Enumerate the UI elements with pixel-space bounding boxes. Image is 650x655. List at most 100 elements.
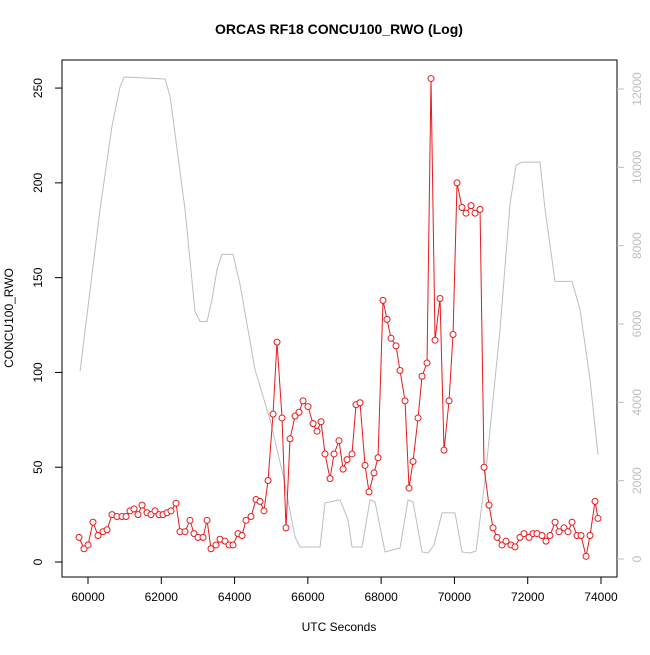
- y2-tick-label: 2000: [630, 467, 644, 494]
- y-tick-label: 250: [31, 78, 45, 98]
- data-point: [502, 537, 510, 545]
- data-point: [94, 531, 102, 539]
- data-point: [212, 541, 220, 549]
- data-point: [186, 516, 194, 524]
- data-point: [130, 505, 138, 513]
- data-point: [568, 518, 576, 526]
- data-point: [278, 414, 286, 422]
- data-point: [392, 342, 400, 350]
- data-point: [273, 338, 281, 346]
- data-point: [453, 179, 461, 187]
- data-point: [462, 209, 470, 217]
- data-point: [330, 450, 338, 458]
- data-point: [167, 507, 175, 515]
- data-point: [247, 513, 255, 521]
- data-point: [138, 501, 146, 509]
- data-point: [458, 203, 466, 211]
- data-point: [370, 469, 378, 477]
- y-tick-label: 0: [31, 558, 45, 565]
- data-point: [348, 450, 356, 458]
- data-point: [299, 397, 307, 405]
- data-point: [431, 336, 439, 344]
- data-point: [89, 518, 97, 526]
- data-point: [546, 531, 554, 539]
- data-point: [387, 334, 395, 342]
- y2-tick-label: 12000: [630, 72, 644, 106]
- data-point: [264, 477, 272, 485]
- y2-tick-label: 4000: [630, 389, 644, 416]
- x-tick-label: 70000: [438, 590, 472, 604]
- data-point: [511, 543, 519, 551]
- data-point: [134, 511, 142, 519]
- data-point: [555, 528, 563, 536]
- data-point: [229, 541, 237, 549]
- data-point: [75, 533, 83, 541]
- data-point: [207, 545, 215, 553]
- x-tick-label: 62000: [145, 590, 179, 604]
- plot-frame: [61, 59, 618, 578]
- y-tick-label: 200: [31, 173, 45, 193]
- data-point: [84, 541, 92, 549]
- data-point: [542, 537, 550, 545]
- y-tick-label: 100: [31, 362, 45, 382]
- data-point: [427, 75, 435, 83]
- x-tick-label: 64000: [218, 590, 252, 604]
- data-point: [436, 294, 444, 302]
- data-point: [582, 552, 590, 560]
- data-point: [313, 427, 321, 435]
- y-axis-label: CONCU100_RWO: [2, 268, 16, 368]
- data-point: [309, 420, 317, 428]
- x-tick-label: 60000: [71, 590, 105, 604]
- data-point: [485, 501, 493, 509]
- x-tick-label: 66000: [291, 590, 325, 604]
- data-point: [238, 531, 246, 539]
- series-line: [79, 76, 599, 554]
- data-point: [374, 454, 382, 462]
- data-point: [449, 331, 457, 339]
- data-point: [418, 372, 426, 380]
- y2-tick-label: 8000: [630, 232, 644, 259]
- data-point: [493, 533, 501, 541]
- data-point: [317, 418, 325, 426]
- y2-tick-label: 10000: [630, 150, 644, 184]
- data-point: [396, 367, 404, 375]
- data-point: [591, 497, 599, 505]
- chart-title: ORCAS RF18 CONCU100_RWO (Log): [215, 21, 463, 37]
- y2-tick-label: 6000: [630, 310, 644, 337]
- data-point: [203, 516, 211, 524]
- x-tick-label: 72000: [511, 590, 545, 604]
- data-point: [405, 484, 413, 492]
- data-point: [489, 524, 497, 532]
- data-point: [379, 296, 387, 304]
- data-point: [295, 408, 303, 416]
- data-point: [383, 315, 391, 323]
- data-point: [577, 531, 585, 539]
- x-tick-label: 68000: [364, 590, 398, 604]
- data-point: [538, 531, 546, 539]
- data-point: [467, 202, 475, 210]
- data-point: [365, 488, 373, 496]
- data-point: [361, 461, 369, 469]
- x-tick-label: 74000: [584, 590, 618, 604]
- data-point: [445, 397, 453, 405]
- data-point: [471, 209, 479, 217]
- data-point: [414, 414, 422, 422]
- data-point: [326, 475, 334, 483]
- data-point: [172, 499, 180, 507]
- data-point: [476, 205, 484, 213]
- data-point: [335, 437, 343, 445]
- data-point: [520, 530, 528, 538]
- y-tick-label: 50: [31, 460, 45, 474]
- data-point: [282, 524, 290, 532]
- data-point: [409, 458, 417, 466]
- data-point: [242, 516, 250, 524]
- x-axis-label: UTC Seconds: [302, 620, 377, 634]
- data-point: [122, 513, 130, 521]
- y2-tick-label: 0: [630, 555, 644, 562]
- data-point: [551, 518, 559, 526]
- data-point: [343, 456, 351, 464]
- data-point: [103, 526, 111, 534]
- data-point: [304, 403, 312, 411]
- data-point: [181, 528, 189, 536]
